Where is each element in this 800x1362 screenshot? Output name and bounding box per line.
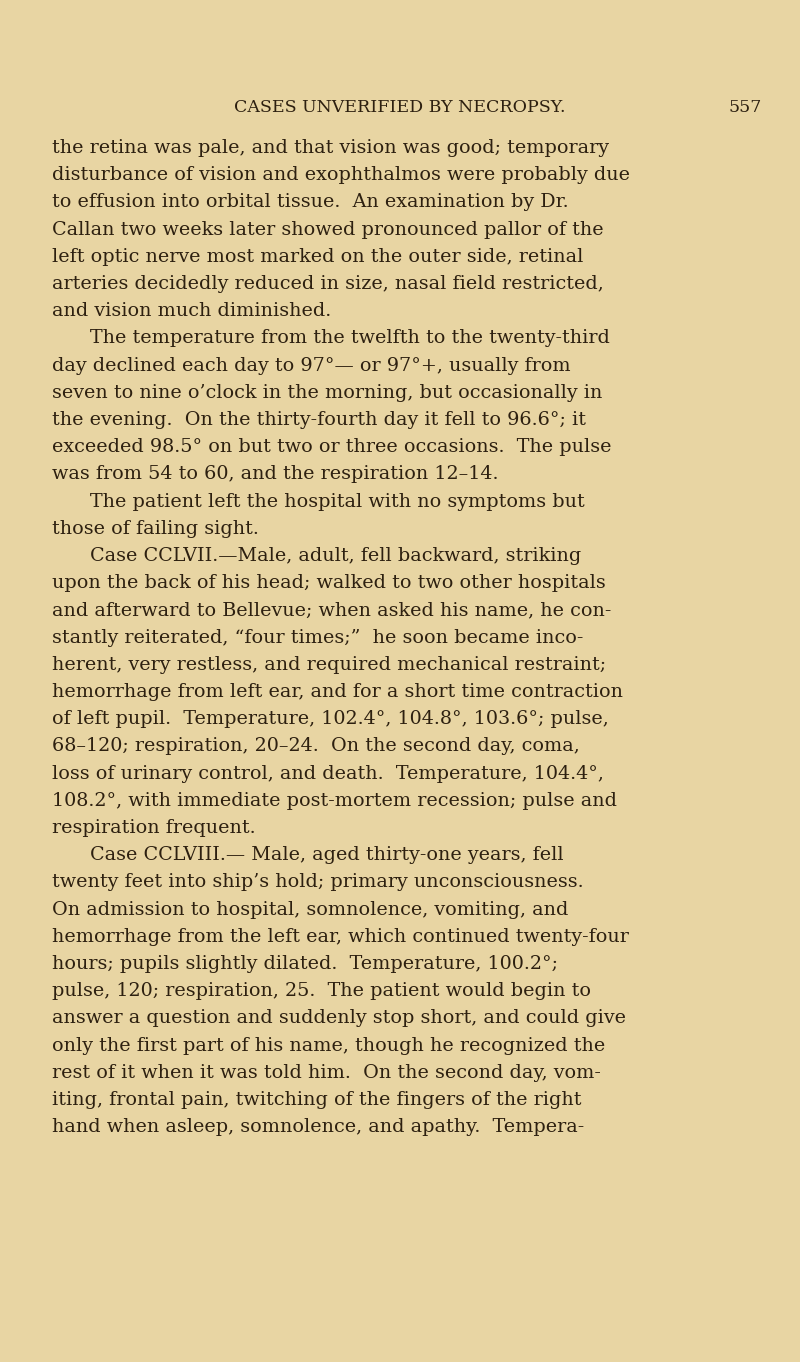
Text: arteries decidedly reduced in size, nasal field restricted,: arteries decidedly reduced in size, nasa… bbox=[52, 275, 604, 293]
Text: 108.2°, with immediate post-mortem recession; pulse and: 108.2°, with immediate post-mortem reces… bbox=[52, 791, 617, 810]
Text: hemorrhage from left ear, and for a short time contraction: hemorrhage from left ear, and for a shor… bbox=[52, 682, 623, 701]
Text: 68–120; respiration, 20–24.  On the second day, coma,: 68–120; respiration, 20–24. On the secon… bbox=[52, 737, 580, 756]
Text: seven to nine o’clock in the morning, but occasionally in: seven to nine o’clock in the morning, bu… bbox=[52, 384, 602, 402]
Text: Callan two weeks later showed pronounced pallor of the: Callan two weeks later showed pronounced… bbox=[52, 221, 604, 238]
Text: disturbance of vision and exophthalmos were probably due: disturbance of vision and exophthalmos w… bbox=[52, 166, 630, 184]
Text: exceeded 98.5° on but two or three occasions.  The pulse: exceeded 98.5° on but two or three occas… bbox=[52, 439, 611, 456]
Text: 557: 557 bbox=[729, 99, 762, 116]
Text: The temperature from the twelfth to the twenty-third: The temperature from the twelfth to the … bbox=[90, 330, 610, 347]
Text: those of failing sight.: those of failing sight. bbox=[52, 520, 259, 538]
Text: hemorrhage from the left ear, which continued twenty-four: hemorrhage from the left ear, which cont… bbox=[52, 928, 629, 945]
Text: respiration frequent.: respiration frequent. bbox=[52, 819, 256, 838]
Text: Case CCLVIII.— Male, aged thirty-one years, fell: Case CCLVIII.— Male, aged thirty-one yea… bbox=[90, 846, 564, 865]
Text: and vision much diminished.: and vision much diminished. bbox=[52, 302, 331, 320]
Text: the evening.  On the thirty-fourth day it fell to 96.6°; it: the evening. On the thirty-fourth day it… bbox=[52, 411, 586, 429]
Text: hand when asleep, somnolence, and apathy.  Tempera-: hand when asleep, somnolence, and apathy… bbox=[52, 1118, 584, 1136]
Text: CASES UNVERIFIED BY NECROPSY.: CASES UNVERIFIED BY NECROPSY. bbox=[234, 99, 566, 116]
Text: upon the back of his head; walked to two other hospitals: upon the back of his head; walked to two… bbox=[52, 575, 606, 592]
Text: loss of urinary control, and death.  Temperature, 104.4°,: loss of urinary control, and death. Temp… bbox=[52, 764, 604, 783]
Text: left optic nerve most marked on the outer side, retinal: left optic nerve most marked on the oute… bbox=[52, 248, 583, 266]
Text: The patient left the hospital with no symptoms but: The patient left the hospital with no sy… bbox=[90, 493, 585, 511]
Text: iting, frontal pain, twitching of the fingers of the right: iting, frontal pain, twitching of the fi… bbox=[52, 1091, 582, 1109]
Text: stantly reiterated, “four times;”  he soon became inco-: stantly reiterated, “four times;” he soo… bbox=[52, 629, 583, 647]
Text: herent, very restless, and required mechanical restraint;: herent, very restless, and required mech… bbox=[52, 655, 606, 674]
Text: to effusion into orbital tissue.  An examination by Dr.: to effusion into orbital tissue. An exam… bbox=[52, 193, 569, 211]
Text: hours; pupils slightly dilated.  Temperature, 100.2°;: hours; pupils slightly dilated. Temperat… bbox=[52, 955, 558, 972]
Text: pulse, 120; respiration, 25.  The patient would begin to: pulse, 120; respiration, 25. The patient… bbox=[52, 982, 591, 1000]
Text: day declined each day to 97°— or 97°+, usually from: day declined each day to 97°— or 97°+, u… bbox=[52, 357, 570, 375]
Text: On admission to hospital, somnolence, vomiting, and: On admission to hospital, somnolence, vo… bbox=[52, 900, 568, 918]
Text: rest of it when it was told him.  On the second day, vom-: rest of it when it was told him. On the … bbox=[52, 1064, 601, 1081]
Text: Case CCLVII.—Male, adult, fell backward, striking: Case CCLVII.—Male, adult, fell backward,… bbox=[90, 548, 582, 565]
Text: the retina was pale, and that vision was good; temporary: the retina was pale, and that vision was… bbox=[52, 139, 609, 157]
Text: of left pupil.  Temperature, 102.4°, 104.8°, 103.6°; pulse,: of left pupil. Temperature, 102.4°, 104.… bbox=[52, 710, 609, 729]
Text: answer a question and suddenly stop short, and could give: answer a question and suddenly stop shor… bbox=[52, 1009, 626, 1027]
Text: was from 54 to 60, and the respiration 12–14.: was from 54 to 60, and the respiration 1… bbox=[52, 466, 498, 484]
Text: only the first part of his name, though he recognized the: only the first part of his name, though … bbox=[52, 1036, 606, 1054]
Text: and afterward to Bellevue; when asked his name, he con-: and afterward to Bellevue; when asked hi… bbox=[52, 602, 611, 620]
Text: twenty feet into ship’s hold; primary unconsciousness.: twenty feet into ship’s hold; primary un… bbox=[52, 873, 584, 891]
